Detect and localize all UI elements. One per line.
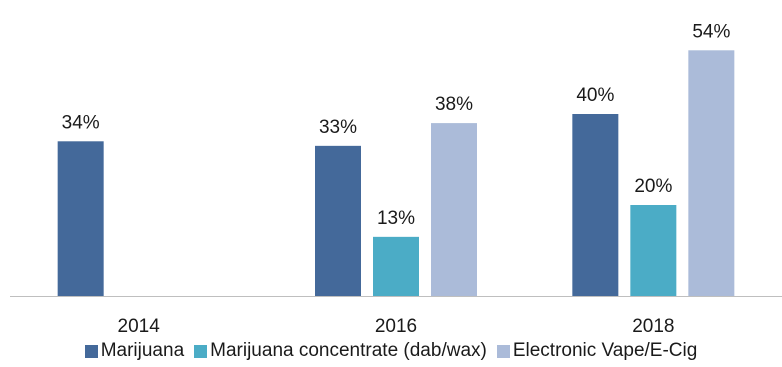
- legend-label: Electronic Vape/E-Cig: [512, 340, 698, 361]
- bar-2016-series-3: [431, 123, 477, 296]
- data-label: 34%: [62, 112, 100, 133]
- legend: Marijuana Marijuana concentrate (dab/wax)…: [0, 338, 782, 364]
- x-tick-labels-group: 2014 2016 2018: [118, 316, 675, 337]
- legend-item: Marijuana concentrate (dab/wax): [194, 340, 487, 362]
- bar-2014-series-1: [57, 141, 104, 296]
- data-label: 13%: [377, 208, 415, 229]
- legend-swatch: [496, 344, 510, 358]
- bar-2016-series-1: [315, 145, 361, 296]
- legend-item: Electronic Vape/E-Cig: [496, 340, 698, 362]
- data-label: 38%: [435, 94, 473, 115]
- data-label: 20%: [634, 176, 672, 197]
- bar-2016-series-2: [373, 236, 419, 296]
- bar-chart: 34% 33% 13% 38% 40% 20% 54% 2014 2016 2018: [10, 21, 782, 337]
- x-tick-label: 2014: [118, 316, 161, 337]
- legend-label: Marijuana concentrate (dab/wax): [210, 340, 487, 361]
- data-label: 33%: [319, 117, 357, 138]
- legend-swatch: [84, 344, 98, 358]
- legend-swatch: [194, 344, 208, 358]
- data-label: 40%: [576, 85, 614, 106]
- bars-group: [57, 50, 735, 296]
- legend-label: Marijuana: [100, 340, 185, 361]
- data-label: 54%: [692, 21, 730, 42]
- bar-2018-series-3: [688, 50, 735, 296]
- data-labels-group: 34% 33% 13% 38% 40% 20% 54%: [62, 21, 731, 229]
- legend-item: Marijuana: [84, 340, 185, 362]
- bar-2018-series-1: [572, 114, 619, 296]
- x-tick-label: 2016: [375, 316, 417, 337]
- x-tick-label: 2018: [632, 316, 674, 337]
- bar-2018-series-2: [630, 205, 677, 296]
